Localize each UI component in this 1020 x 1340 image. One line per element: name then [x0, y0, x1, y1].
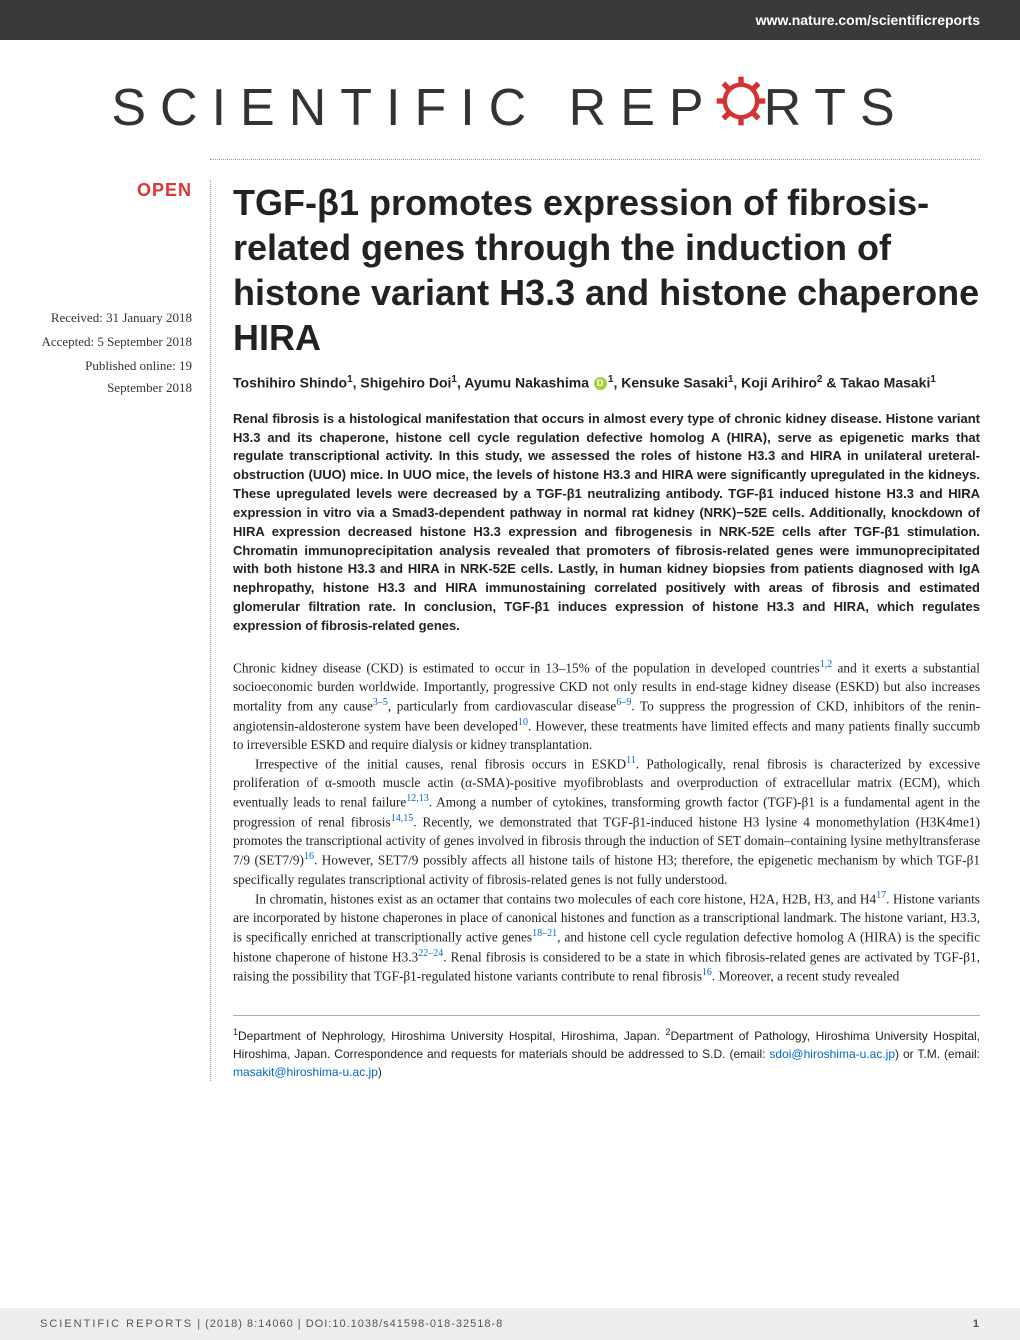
ref-link[interactable]: 22–24	[418, 948, 443, 959]
ref-link[interactable]: 1,2	[820, 659, 833, 670]
open-access-badge: OPEN	[40, 180, 192, 201]
ref-link[interactable]: 18–21	[532, 928, 557, 939]
main-column: TGF-β1 promotes expression of fibrosis-r…	[210, 180, 980, 1081]
top-divider	[210, 159, 980, 160]
article-dates: Received: 31 January 2018 Accepted: 5 Se…	[40, 307, 192, 399]
ref-link[interactable]: 12,13	[406, 793, 429, 804]
authors-list: Toshihiro Shindo1, Shigehiro Doi1, Ayumu…	[233, 372, 980, 394]
accepted-date: Accepted: 5 September 2018	[40, 331, 192, 353]
footer-citation: SCIENTIFIC REPORTS | (2018) 8:14060 | DO…	[40, 1318, 503, 1330]
ref-link[interactable]: 14,15	[391, 813, 414, 824]
affiliations: 1Department of Nephrology, Hiroshima Uni…	[233, 1015, 980, 1081]
footer-doi: | (2018) 8:14060 | DOI:10.1038/s41598-01…	[197, 1318, 503, 1330]
paragraph-3: In chromatin, histones exist as an octam…	[233, 889, 980, 986]
logo-after: RTS	[764, 78, 909, 138]
logo-text: SCIENTIFIC REP RTS	[111, 74, 908, 141]
ref-link[interactable]: 3–5	[373, 697, 388, 708]
ref-link[interactable]: 11	[626, 755, 636, 766]
paragraph-1: Chronic kidney disease (CKD) is estimate…	[233, 658, 980, 754]
content-area: OPEN Received: 31 January 2018 Accepted:…	[0, 180, 1020, 1081]
article-title: TGF-β1 promotes expression of fibrosis-r…	[233, 180, 980, 360]
ref-link[interactable]: 16	[702, 967, 712, 978]
journal-logo: SCIENTIFIC REP RTS	[0, 40, 1020, 159]
page-number: 1	[973, 1318, 980, 1330]
ref-link[interactable]: 6–9	[616, 697, 631, 708]
header-bar: www.nature.com/scientificreports	[0, 0, 1020, 40]
paragraph-2: Irrespective of the initial causes, rena…	[233, 754, 980, 889]
header-url[interactable]: www.nature.com/scientificreports	[756, 12, 980, 28]
received-date: Received: 31 January 2018	[40, 307, 192, 329]
ref-link[interactable]: 16	[304, 851, 314, 862]
ref-link[interactable]: 17	[876, 890, 886, 901]
left-column: OPEN Received: 31 January 2018 Accepted:…	[40, 180, 210, 1081]
abstract-text: Renal fibrosis is a histological manifes…	[233, 410, 980, 636]
page-footer: SCIENTIFIC REPORTS | (2018) 8:14060 | DO…	[0, 1308, 1020, 1340]
logo-before: SCIENTIFIC REP	[111, 78, 717, 138]
published-date: Published online: 19 September 2018	[40, 355, 192, 399]
body-text: Chronic kidney disease (CKD) is estimate…	[233, 658, 980, 986]
footer-journal: SCIENTIFIC REPORTS	[40, 1318, 193, 1330]
ref-link[interactable]: 10	[518, 717, 528, 728]
gear-icon	[714, 74, 768, 141]
